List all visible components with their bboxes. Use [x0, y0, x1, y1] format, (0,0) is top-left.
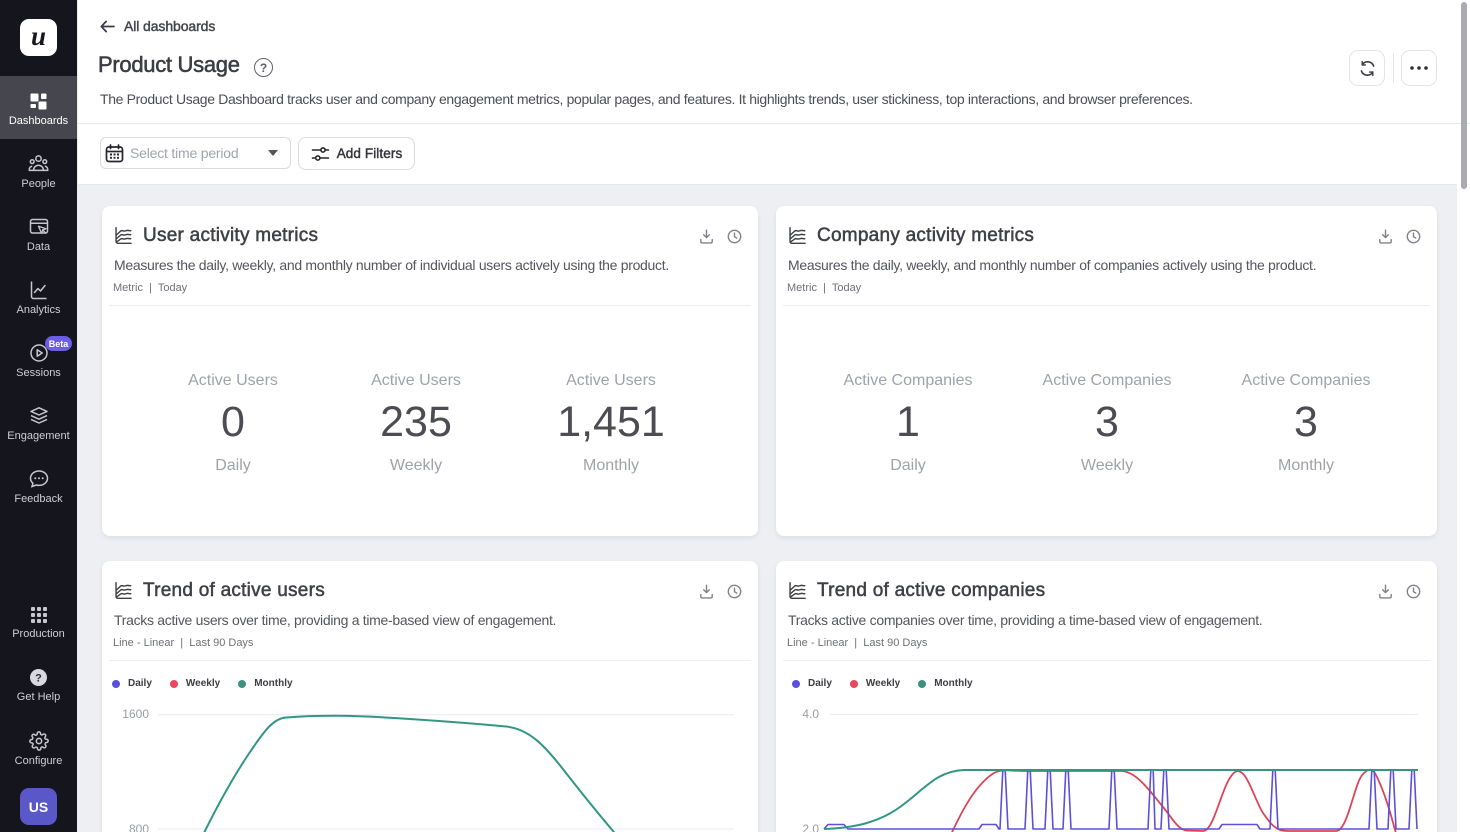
- svg-text:?: ?: [35, 672, 42, 684]
